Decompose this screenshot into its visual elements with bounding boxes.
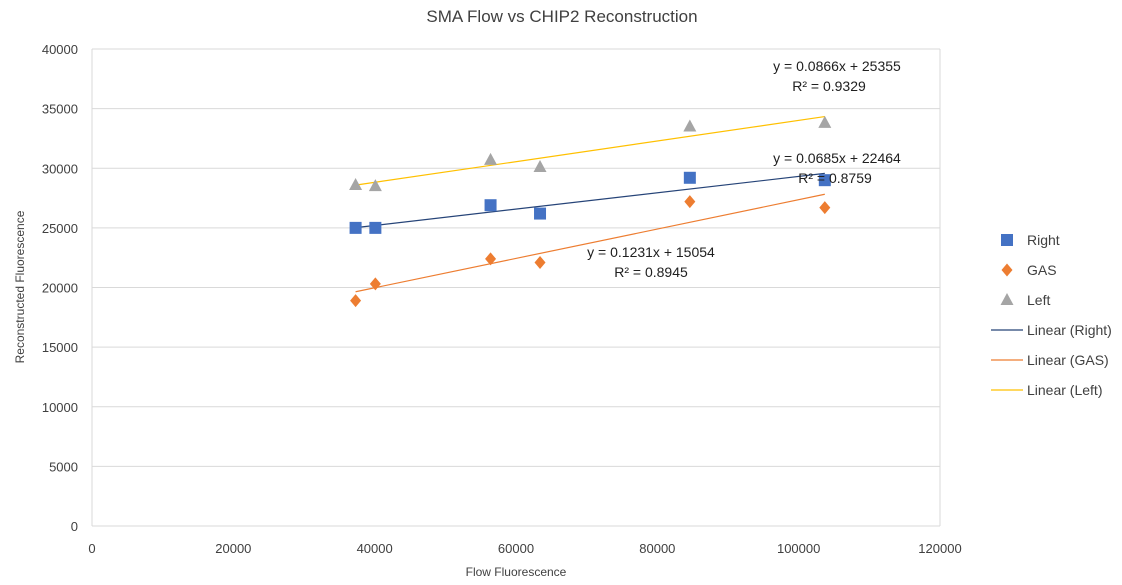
point-right-0 bbox=[349, 221, 362, 234]
point-left-4 bbox=[683, 119, 697, 132]
point-left-2 bbox=[484, 152, 498, 165]
legend-marker-gas bbox=[1001, 263, 1013, 277]
equation-right-r2: R² = 0.8759 bbox=[798, 170, 872, 186]
y-tick-label-8: 40000 bbox=[42, 42, 78, 57]
x-tick-label-0: 0 bbox=[88, 541, 95, 556]
point-left-5 bbox=[818, 115, 832, 128]
point-gas-3 bbox=[534, 255, 546, 269]
legend-marker-left bbox=[1000, 293, 1014, 305]
chart-title: SMA Flow vs CHIP2 Reconstruction bbox=[426, 7, 697, 26]
y-tick-label-6: 30000 bbox=[42, 161, 78, 176]
point-gas-1 bbox=[369, 277, 381, 291]
point-right-3 bbox=[534, 207, 547, 220]
legend-label-trend-1: Linear (GAS) bbox=[1027, 352, 1109, 368]
x-tick-label-5: 100000 bbox=[777, 541, 820, 556]
y-tick-label-4: 20000 bbox=[42, 281, 78, 296]
trendlines bbox=[355, 115, 825, 293]
point-right-4 bbox=[683, 171, 696, 184]
point-right-2 bbox=[484, 199, 497, 212]
y-tick-label-1: 5000 bbox=[49, 459, 78, 474]
y-tick-label-2: 10000 bbox=[42, 400, 78, 415]
trendline-0 bbox=[355, 172, 825, 229]
equation-gas: y = 0.1231x + 15054 R² = 0.8945 bbox=[587, 244, 715, 280]
legend-label-left: Left bbox=[1027, 292, 1050, 308]
point-right-5 bbox=[818, 174, 831, 187]
trendline-2 bbox=[355, 115, 825, 186]
point-left-0 bbox=[349, 177, 363, 190]
x-tick-label-4: 80000 bbox=[639, 541, 675, 556]
legend-label-trend-0: Linear (Right) bbox=[1027, 322, 1112, 338]
x-tick-label-6: 120000 bbox=[918, 541, 961, 556]
point-gas-2 bbox=[485, 252, 497, 266]
legend-marker-right bbox=[1001, 234, 1013, 246]
legend: Right GAS Left Linear (Right) Linear (GAS) Li… bbox=[991, 232, 1112, 398]
legend-label-trend-2: Linear (Left) bbox=[1027, 382, 1102, 398]
y-axis-ticks: 0 5000 10000 15000 20000 25000 30000 35000 40000 bbox=[42, 42, 78, 534]
y-tick-label-0: 0 bbox=[71, 519, 78, 534]
x-axis-ticks: 0 20000 40000 60000 80000 100000 120000 bbox=[88, 541, 961, 556]
x-axis-label: Flow Fluorescence bbox=[466, 565, 567, 579]
equation-right-formula: y = 0.0685x + 22464 bbox=[773, 150, 901, 166]
y-axis-label: Reconstructed Fluorescence bbox=[13, 210, 27, 363]
equation-left-r2: R² = 0.9329 bbox=[792, 78, 866, 94]
equation-left-formula: y = 0.0866x + 25355 bbox=[773, 58, 901, 74]
equation-gas-r2: R² = 0.8945 bbox=[614, 264, 688, 280]
trendline-1 bbox=[355, 193, 825, 293]
legend-label-right: Right bbox=[1027, 232, 1060, 248]
point-left-3 bbox=[533, 160, 547, 173]
data-points bbox=[349, 115, 832, 308]
y-tick-label-5: 25000 bbox=[42, 221, 78, 236]
point-right-1 bbox=[369, 221, 382, 234]
equation-gas-formula: y = 0.1231x + 15054 bbox=[587, 244, 715, 260]
x-tick-label-3: 60000 bbox=[498, 541, 534, 556]
x-tick-label-2: 40000 bbox=[357, 541, 393, 556]
grid-lines bbox=[91, 48, 941, 527]
y-tick-label-7: 35000 bbox=[42, 102, 78, 117]
point-left-1 bbox=[368, 179, 382, 192]
equation-right: y = 0.0685x + 22464 R² = 0.8759 bbox=[773, 150, 901, 186]
point-gas-0 bbox=[350, 294, 362, 308]
point-gas-4 bbox=[684, 195, 696, 209]
y-tick-label-3: 15000 bbox=[42, 340, 78, 355]
x-tick-label-1: 20000 bbox=[215, 541, 251, 556]
equation-left: y = 0.0866x + 25355 R² = 0.9329 bbox=[773, 58, 901, 94]
legend-label-gas: GAS bbox=[1027, 262, 1057, 278]
point-gas-5 bbox=[819, 201, 831, 215]
